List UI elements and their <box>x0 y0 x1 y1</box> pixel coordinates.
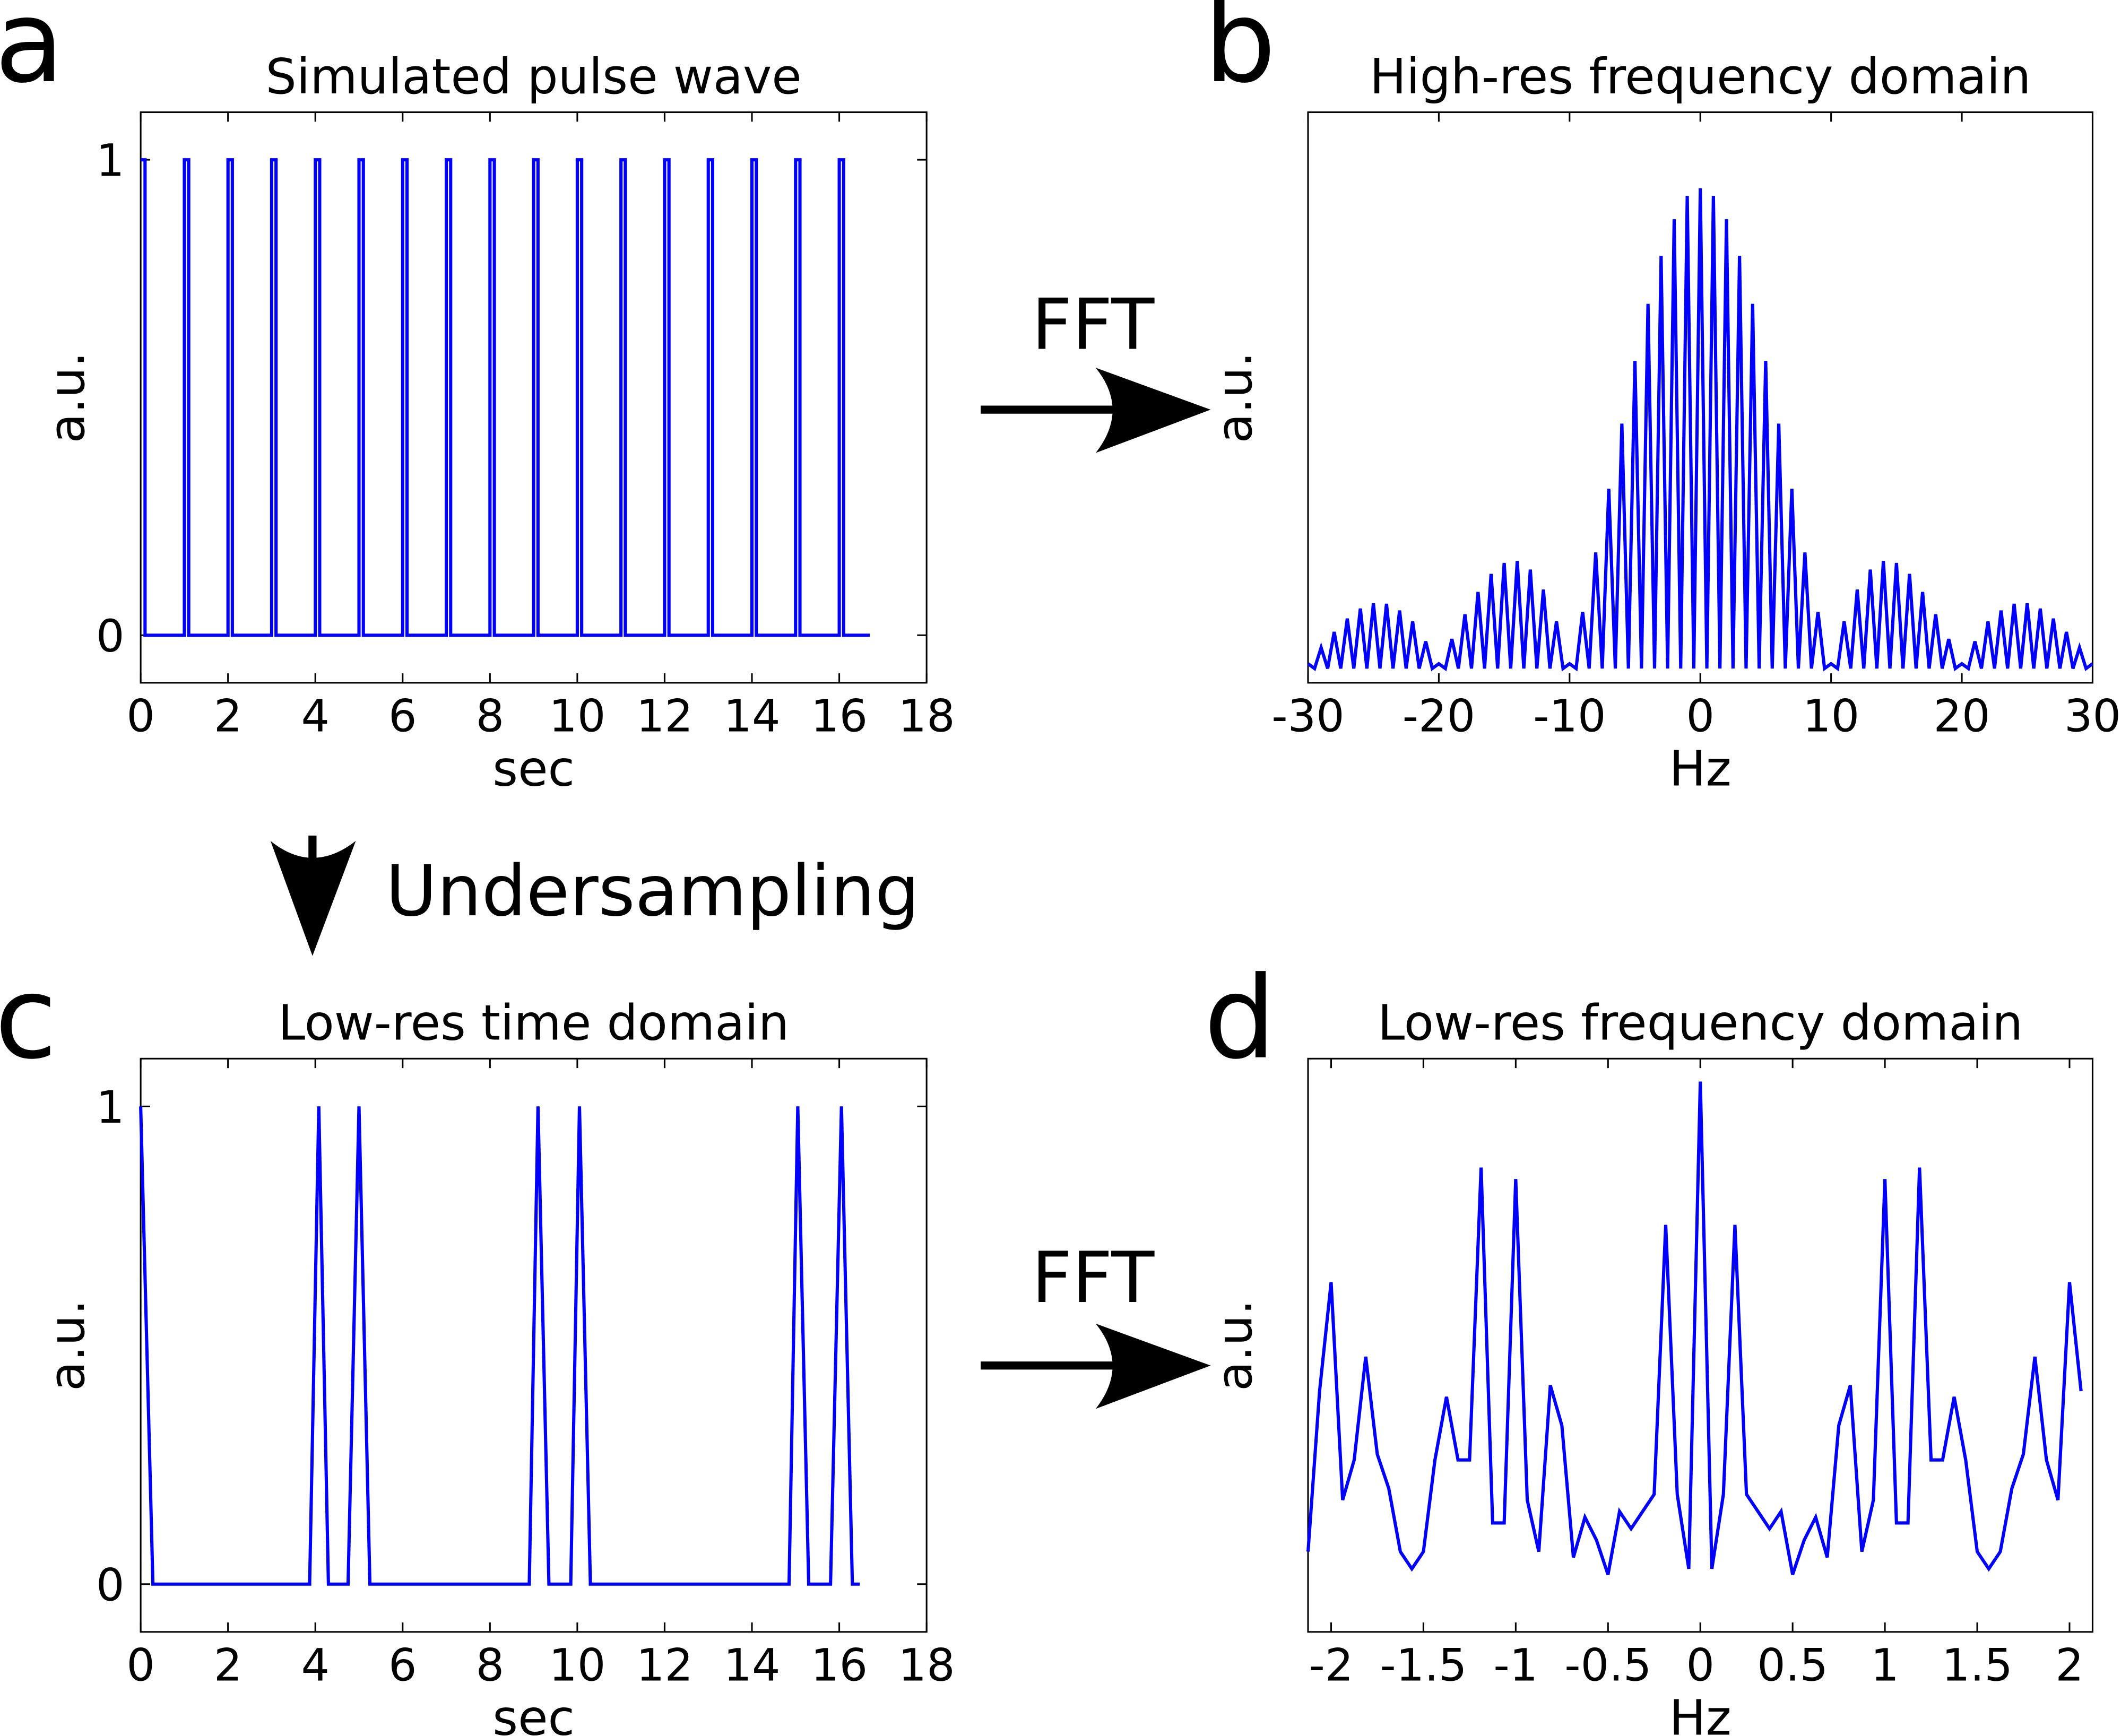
data-line <box>141 158 870 637</box>
chart-title: Low-res frequency domain <box>1378 995 2023 1052</box>
data-line <box>139 1106 860 1586</box>
annotation: Undersampling <box>385 850 919 932</box>
x-tick-label: 6 <box>388 1639 417 1691</box>
chart-title: Low-res time domain <box>278 995 789 1052</box>
data-line <box>1307 188 2094 672</box>
x-tick-label: 18 <box>898 690 955 742</box>
x-tick-label: 0 <box>126 1639 155 1691</box>
x-tick-label: 20 <box>1934 690 1990 742</box>
x-tick-label: 10 <box>549 690 605 742</box>
x-tick-label: -20 <box>1403 690 1475 742</box>
y-axis-label: a.u. <box>1206 352 1263 444</box>
x-tick-label: 14 <box>724 690 781 742</box>
x-tick-label: 2 <box>214 1639 243 1691</box>
x-tick-label: 1.5 <box>1942 1639 2013 1691</box>
x-tick-label: -0.5 <box>1564 1639 1651 1691</box>
arrow-undersampling <box>270 835 356 956</box>
x-tick-label: 8 <box>476 1639 505 1691</box>
x-tick-label: 0.5 <box>1757 1639 1828 1691</box>
x-axis-label: Hz <box>1669 741 1732 797</box>
x-tick-label: 6 <box>388 690 417 742</box>
x-tick-label: 12 <box>636 690 693 742</box>
y-axis-label: a.u. <box>39 352 96 444</box>
x-tick-label: -1 <box>1493 1639 1538 1691</box>
x-tick-label: 16 <box>811 690 868 742</box>
x-tick-label: 10 <box>1803 690 1859 742</box>
plot-frame <box>140 111 928 684</box>
y-tick-label: 1 <box>96 1081 125 1133</box>
arrow-fft-bottom <box>981 1323 1211 1409</box>
x-tick-label: 4 <box>301 1639 330 1691</box>
x-tick-label: 0 <box>1686 1639 1715 1691</box>
x-tick-label: 16 <box>811 1639 868 1691</box>
x-tick-label: 2 <box>214 690 243 742</box>
annotation: FFT <box>1032 1237 1155 1319</box>
annotation: FFT <box>1032 284 1155 366</box>
x-tick-label: 14 <box>724 1639 781 1691</box>
data-line <box>1306 1081 2083 1575</box>
x-tick-label: 0 <box>126 690 155 742</box>
chart-title: High-res frequency domain <box>1370 48 2031 105</box>
x-axis-label: sec <box>492 1689 575 1736</box>
chart-title: Simulated pulse wave <box>265 48 801 105</box>
x-tick-label: 10 <box>549 1639 605 1691</box>
y-tick-label: 1 <box>96 135 125 187</box>
y-axis-label: a.u. <box>1206 1299 1263 1391</box>
x-axis-label: sec <box>492 741 575 797</box>
panel-label: d <box>1204 952 1276 1084</box>
y-tick-label: 0 <box>96 1559 125 1611</box>
x-tick-label: 0 <box>1686 690 1715 742</box>
arrow-head <box>270 841 356 956</box>
y-tick-label: 0 <box>96 610 125 662</box>
panel-label: b <box>1204 0 1276 108</box>
x-tick-label: 12 <box>636 1639 693 1691</box>
x-tick-label: 2 <box>2055 1639 2084 1691</box>
x-tick-label: -2 <box>1309 1639 1354 1691</box>
arrow-head <box>1095 1323 1211 1409</box>
y-axis-label: a.u. <box>39 1299 96 1391</box>
arrow-head <box>1095 368 1211 453</box>
x-tick-label: 30 <box>2064 690 2121 742</box>
x-tick-label: 1 <box>1871 1639 1899 1691</box>
x-tick-label: 4 <box>301 690 330 742</box>
x-tick-label: 18 <box>898 1639 955 1691</box>
x-tick-label: 8 <box>476 690 505 742</box>
x-tick-label: -30 <box>1271 690 1344 742</box>
x-tick-label: -1.5 <box>1380 1639 1467 1691</box>
panel-label: c <box>0 952 57 1084</box>
x-tick-label: -10 <box>1533 690 1606 742</box>
arrow-fft-top <box>981 368 1211 453</box>
plot-frame <box>140 1057 928 1633</box>
x-axis-label: Hz <box>1669 1689 1732 1736</box>
panel-label: a <box>0 0 64 108</box>
